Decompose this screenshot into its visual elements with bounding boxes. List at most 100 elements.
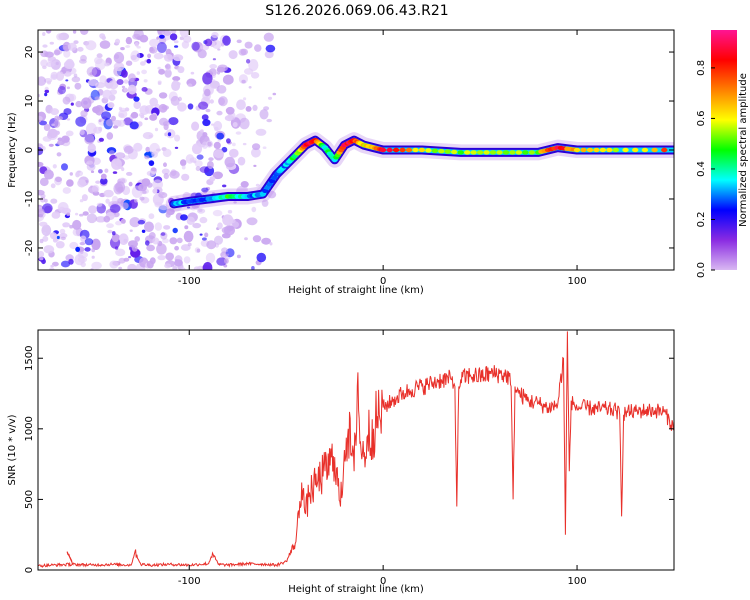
noise-blob xyxy=(149,47,156,54)
noise-blob xyxy=(40,59,48,68)
noise-blob xyxy=(112,171,118,174)
noise-blob xyxy=(216,257,227,266)
noise-blob xyxy=(152,188,158,194)
ridge-point xyxy=(379,147,387,153)
noise-blob xyxy=(105,118,114,127)
noise-blob xyxy=(194,160,203,168)
ridge-point xyxy=(470,150,477,155)
spectrogram-ytick-label: -20 xyxy=(24,240,35,256)
noise-blob xyxy=(39,221,48,227)
noise-blob xyxy=(60,236,66,241)
noise-blob xyxy=(118,266,123,270)
noise-blob xyxy=(236,39,242,44)
noise-blob xyxy=(196,130,206,142)
noise-blob xyxy=(141,178,151,187)
noise-blob xyxy=(39,120,47,126)
noise-blob xyxy=(259,109,269,120)
spectrogram-noise xyxy=(38,30,277,270)
noise-blob xyxy=(123,79,129,84)
noise-blob xyxy=(202,262,213,270)
noise-blob xyxy=(213,149,224,159)
noise-blob xyxy=(159,34,165,39)
noise-blob xyxy=(233,201,237,204)
snr-xlabel: Height of straight line (km) xyxy=(288,584,424,595)
noise-blob xyxy=(142,132,154,140)
noise-blob xyxy=(54,115,60,122)
noise-blob xyxy=(211,40,222,49)
noise-blob xyxy=(212,171,223,180)
noise-blob xyxy=(151,151,158,158)
noise-blob xyxy=(69,224,74,229)
noise-blob xyxy=(169,170,180,179)
noise-blob xyxy=(69,172,74,176)
noise-blob xyxy=(102,89,113,100)
noise-blob xyxy=(48,143,54,147)
noise-blob xyxy=(163,123,169,131)
noise-blob xyxy=(229,148,239,158)
ridge-point xyxy=(528,150,535,155)
noise-blob xyxy=(174,259,183,267)
noise-blob xyxy=(209,64,218,69)
noise-blob xyxy=(137,219,146,225)
noise-blob xyxy=(196,154,204,160)
noise-blob xyxy=(191,41,200,51)
noise-blob xyxy=(74,82,82,90)
noise-blob xyxy=(75,116,87,127)
noise-blob xyxy=(144,117,149,121)
noise-blob xyxy=(156,42,167,53)
noise-blob xyxy=(149,38,160,48)
noise-blob xyxy=(183,230,194,243)
noise-blob xyxy=(224,253,229,257)
noise-blob xyxy=(60,260,71,268)
noise-blob xyxy=(133,96,140,102)
noise-blob xyxy=(209,99,214,104)
noise-blob xyxy=(218,96,228,107)
snr-ylabel: SNR (10 * v/v) xyxy=(7,414,18,485)
ridge-point xyxy=(661,147,668,153)
snr-ytick-label: 500 xyxy=(24,490,35,509)
noise-blob xyxy=(153,52,164,60)
noise-blob xyxy=(99,75,107,84)
noise-blob xyxy=(210,72,214,75)
noise-blob xyxy=(256,252,267,263)
noise-blob xyxy=(149,257,156,265)
noise-blob xyxy=(152,237,160,245)
noise-blob xyxy=(42,32,46,36)
noise-blob xyxy=(172,265,178,270)
noise-blob xyxy=(172,227,178,234)
noise-blob xyxy=(53,49,61,56)
noise-blob xyxy=(216,85,227,94)
noise-blob xyxy=(123,87,128,92)
noise-blob xyxy=(159,117,169,126)
noise-blob xyxy=(134,198,138,203)
noise-blob xyxy=(232,142,236,147)
ridge-point xyxy=(457,150,464,155)
noise-blob xyxy=(111,233,120,243)
noise-blob xyxy=(237,156,246,166)
noise-blob xyxy=(141,69,148,75)
noise-blob xyxy=(55,71,65,81)
ridge-point xyxy=(464,150,471,155)
noise-blob xyxy=(73,73,78,78)
noise-blob xyxy=(84,247,91,252)
noise-blob xyxy=(163,162,167,167)
snr-series-line xyxy=(38,331,674,568)
noise-blob xyxy=(232,122,238,128)
noise-blob xyxy=(109,150,115,156)
noise-blob xyxy=(253,164,257,167)
noise-blob xyxy=(88,205,97,214)
noise-blob xyxy=(111,195,119,204)
noise-blob xyxy=(134,236,140,242)
noise-blob xyxy=(250,72,260,79)
noise-blob xyxy=(62,225,67,228)
noise-blob xyxy=(44,198,48,203)
noise-blob xyxy=(103,215,111,223)
noise-blob xyxy=(130,50,141,62)
ridge-point xyxy=(399,147,406,153)
colorbar-tick-label: 0.8 xyxy=(696,60,707,76)
noise-blob xyxy=(201,237,207,241)
noise-blob xyxy=(221,146,228,153)
noise-blob xyxy=(148,160,155,167)
noise-blob xyxy=(151,167,157,172)
